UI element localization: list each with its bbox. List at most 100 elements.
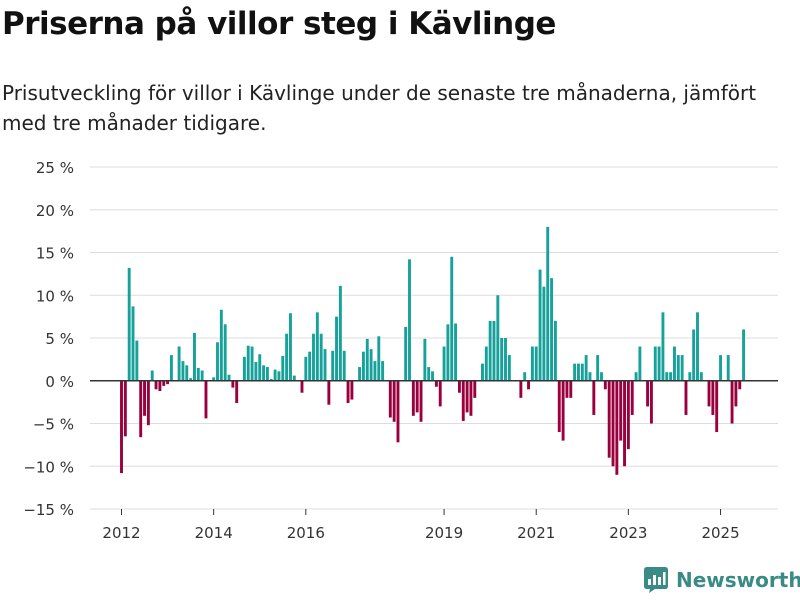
bar	[408, 259, 411, 381]
x-tick-label: 2023	[609, 524, 647, 542]
bar	[653, 346, 657, 381]
newsworthy-logo-icon	[644, 567, 668, 593]
bar	[603, 380, 607, 390]
bar	[219, 309, 223, 381]
bar	[519, 380, 523, 398]
bar	[665, 372, 669, 381]
bar	[265, 367, 269, 381]
bar	[431, 371, 434, 381]
bar	[473, 380, 477, 398]
bar	[730, 380, 734, 424]
bar	[649, 380, 653, 424]
bar	[235, 380, 239, 403]
bar	[623, 380, 626, 467]
bars	[120, 226, 746, 475]
brand-name: Newsworthy	[676, 568, 800, 592]
bar	[438, 380, 442, 407]
last-value-label: 6 %	[733, 0, 762, 4]
x-axis-tick-labels: 2012 2014 2016 2019 2021 2023 2025	[102, 509, 740, 542]
bar	[465, 380, 469, 413]
bar	[553, 320, 557, 381]
bar	[423, 338, 427, 381]
bar	[457, 380, 461, 393]
bar	[530, 346, 534, 381]
bar	[269, 379, 273, 381]
bar	[715, 380, 719, 433]
bar	[169, 355, 173, 381]
bar	[496, 295, 500, 381]
bar	[692, 329, 696, 381]
bar	[242, 356, 246, 381]
bar	[346, 380, 350, 403]
bar	[327, 380, 331, 405]
bar	[584, 355, 588, 381]
bar	[312, 333, 315, 381]
bar	[304, 356, 308, 381]
bar	[350, 380, 354, 400]
bar	[734, 380, 738, 407]
x-tick-label: 2014	[195, 524, 233, 542]
bar	[446, 324, 450, 381]
bar	[411, 380, 415, 416]
bar	[699, 372, 703, 381]
bar	[688, 372, 692, 381]
bar	[669, 372, 673, 381]
bar	[292, 375, 296, 381]
bar	[381, 361, 385, 381]
bar	[185, 365, 189, 381]
bar	[193, 332, 196, 381]
x-tick-label: 2021	[517, 524, 555, 542]
bar	[461, 380, 465, 421]
bar	[150, 370, 154, 381]
bar	[442, 346, 446, 381]
bar	[580, 363, 584, 381]
bar	[630, 380, 634, 415]
bar	[369, 349, 373, 381]
bar	[577, 363, 580, 381]
bar	[676, 355, 680, 381]
bar	[246, 345, 250, 381]
bar	[569, 380, 573, 398]
bar	[216, 342, 219, 381]
bar	[680, 355, 684, 381]
bar	[434, 380, 438, 387]
y-axis-tick-labels: −15 % −10 % −5 % 0 % 5 % 10 % 15 % 20 % 25 %	[23, 159, 74, 519]
bar	[707, 380, 711, 407]
y-tick-label: 10 %	[36, 287, 74, 305]
bar	[592, 380, 596, 415]
bar	[331, 350, 335, 381]
bar	[634, 372, 638, 381]
bar	[123, 380, 127, 437]
bar	[504, 338, 507, 381]
bar	[673, 346, 676, 381]
y-tick-label: 20 %	[36, 202, 74, 220]
bar	[277, 371, 281, 381]
bar	[684, 380, 688, 415]
y-tick-label: 5 %	[45, 330, 74, 348]
bar	[212, 377, 216, 381]
bar	[588, 372, 592, 381]
bar	[315, 312, 319, 381]
y-tick-label: 0 %	[45, 373, 74, 391]
bar	[507, 355, 511, 381]
bar	[373, 361, 377, 381]
bar	[177, 346, 181, 381]
bar	[392, 380, 396, 422]
y-tick-label: −15 %	[23, 501, 74, 519]
bar	[143, 380, 146, 416]
bar	[454, 323, 458, 381]
annotations: 6 %	[733, 0, 762, 4]
bar	[146, 380, 150, 426]
bar	[600, 372, 603, 381]
y-tick-label: 25 %	[36, 159, 74, 177]
bar	[388, 380, 392, 418]
bar	[396, 380, 400, 443]
x-tick-label: 2016	[287, 524, 325, 542]
bar	[542, 286, 546, 381]
bar	[308, 351, 312, 381]
bar	[335, 316, 338, 381]
bar	[361, 351, 365, 381]
bar	[139, 380, 143, 438]
bar	[500, 338, 504, 381]
bar	[527, 380, 530, 390]
